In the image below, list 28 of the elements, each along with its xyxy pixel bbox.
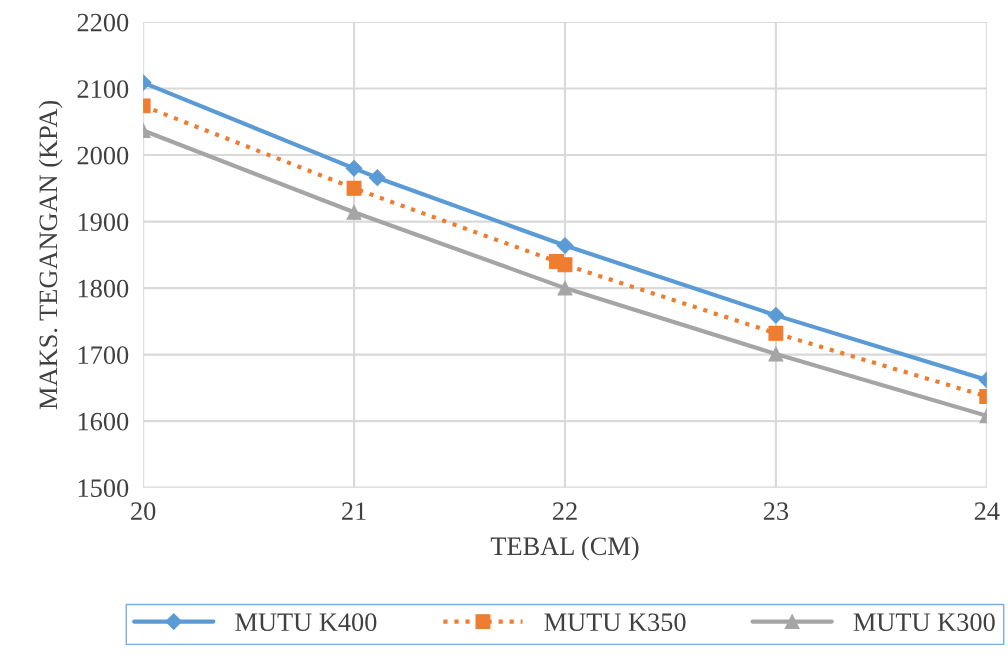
y-tick-label: 1900 bbox=[78, 213, 129, 231]
y-tick-label: 2200 bbox=[77, 13, 129, 32]
point bbox=[768, 325, 784, 341]
point bbox=[767, 306, 785, 324]
legend-label: MUTU K300 bbox=[853, 613, 995, 632]
point bbox=[346, 180, 362, 196]
point bbox=[346, 204, 362, 220]
y-axis-title: MAKS. TEGANGAN (KPA) bbox=[38, 100, 63, 410]
point bbox=[557, 280, 573, 296]
point bbox=[556, 237, 574, 254]
point bbox=[557, 257, 573, 273]
x-tick-label: 24 bbox=[974, 502, 1000, 520]
x-tick-label: 21 bbox=[342, 502, 366, 520]
point bbox=[768, 346, 784, 362]
x-axis-title: TEBAL (CM) bbox=[490, 536, 639, 561]
x-tick-label: 22 bbox=[552, 502, 577, 520]
x-tick-label: 23 bbox=[763, 502, 789, 521]
x-tick-label: 20 bbox=[131, 502, 156, 521]
y-tick-label: 2000 bbox=[77, 146, 129, 165]
y-tick-label: 1700 bbox=[78, 346, 129, 365]
y-tick-label: 2100 bbox=[77, 80, 129, 98]
legend-label: MUTU K400 bbox=[235, 613, 377, 632]
y-tick-label: 1600 bbox=[78, 412, 129, 431]
y-tick-label: 1500 bbox=[78, 479, 129, 498]
legend-label: MUTU K350 bbox=[544, 613, 686, 632]
point bbox=[368, 169, 386, 187]
point bbox=[345, 160, 363, 177]
y-tick-label: 1800 bbox=[78, 279, 129, 298]
